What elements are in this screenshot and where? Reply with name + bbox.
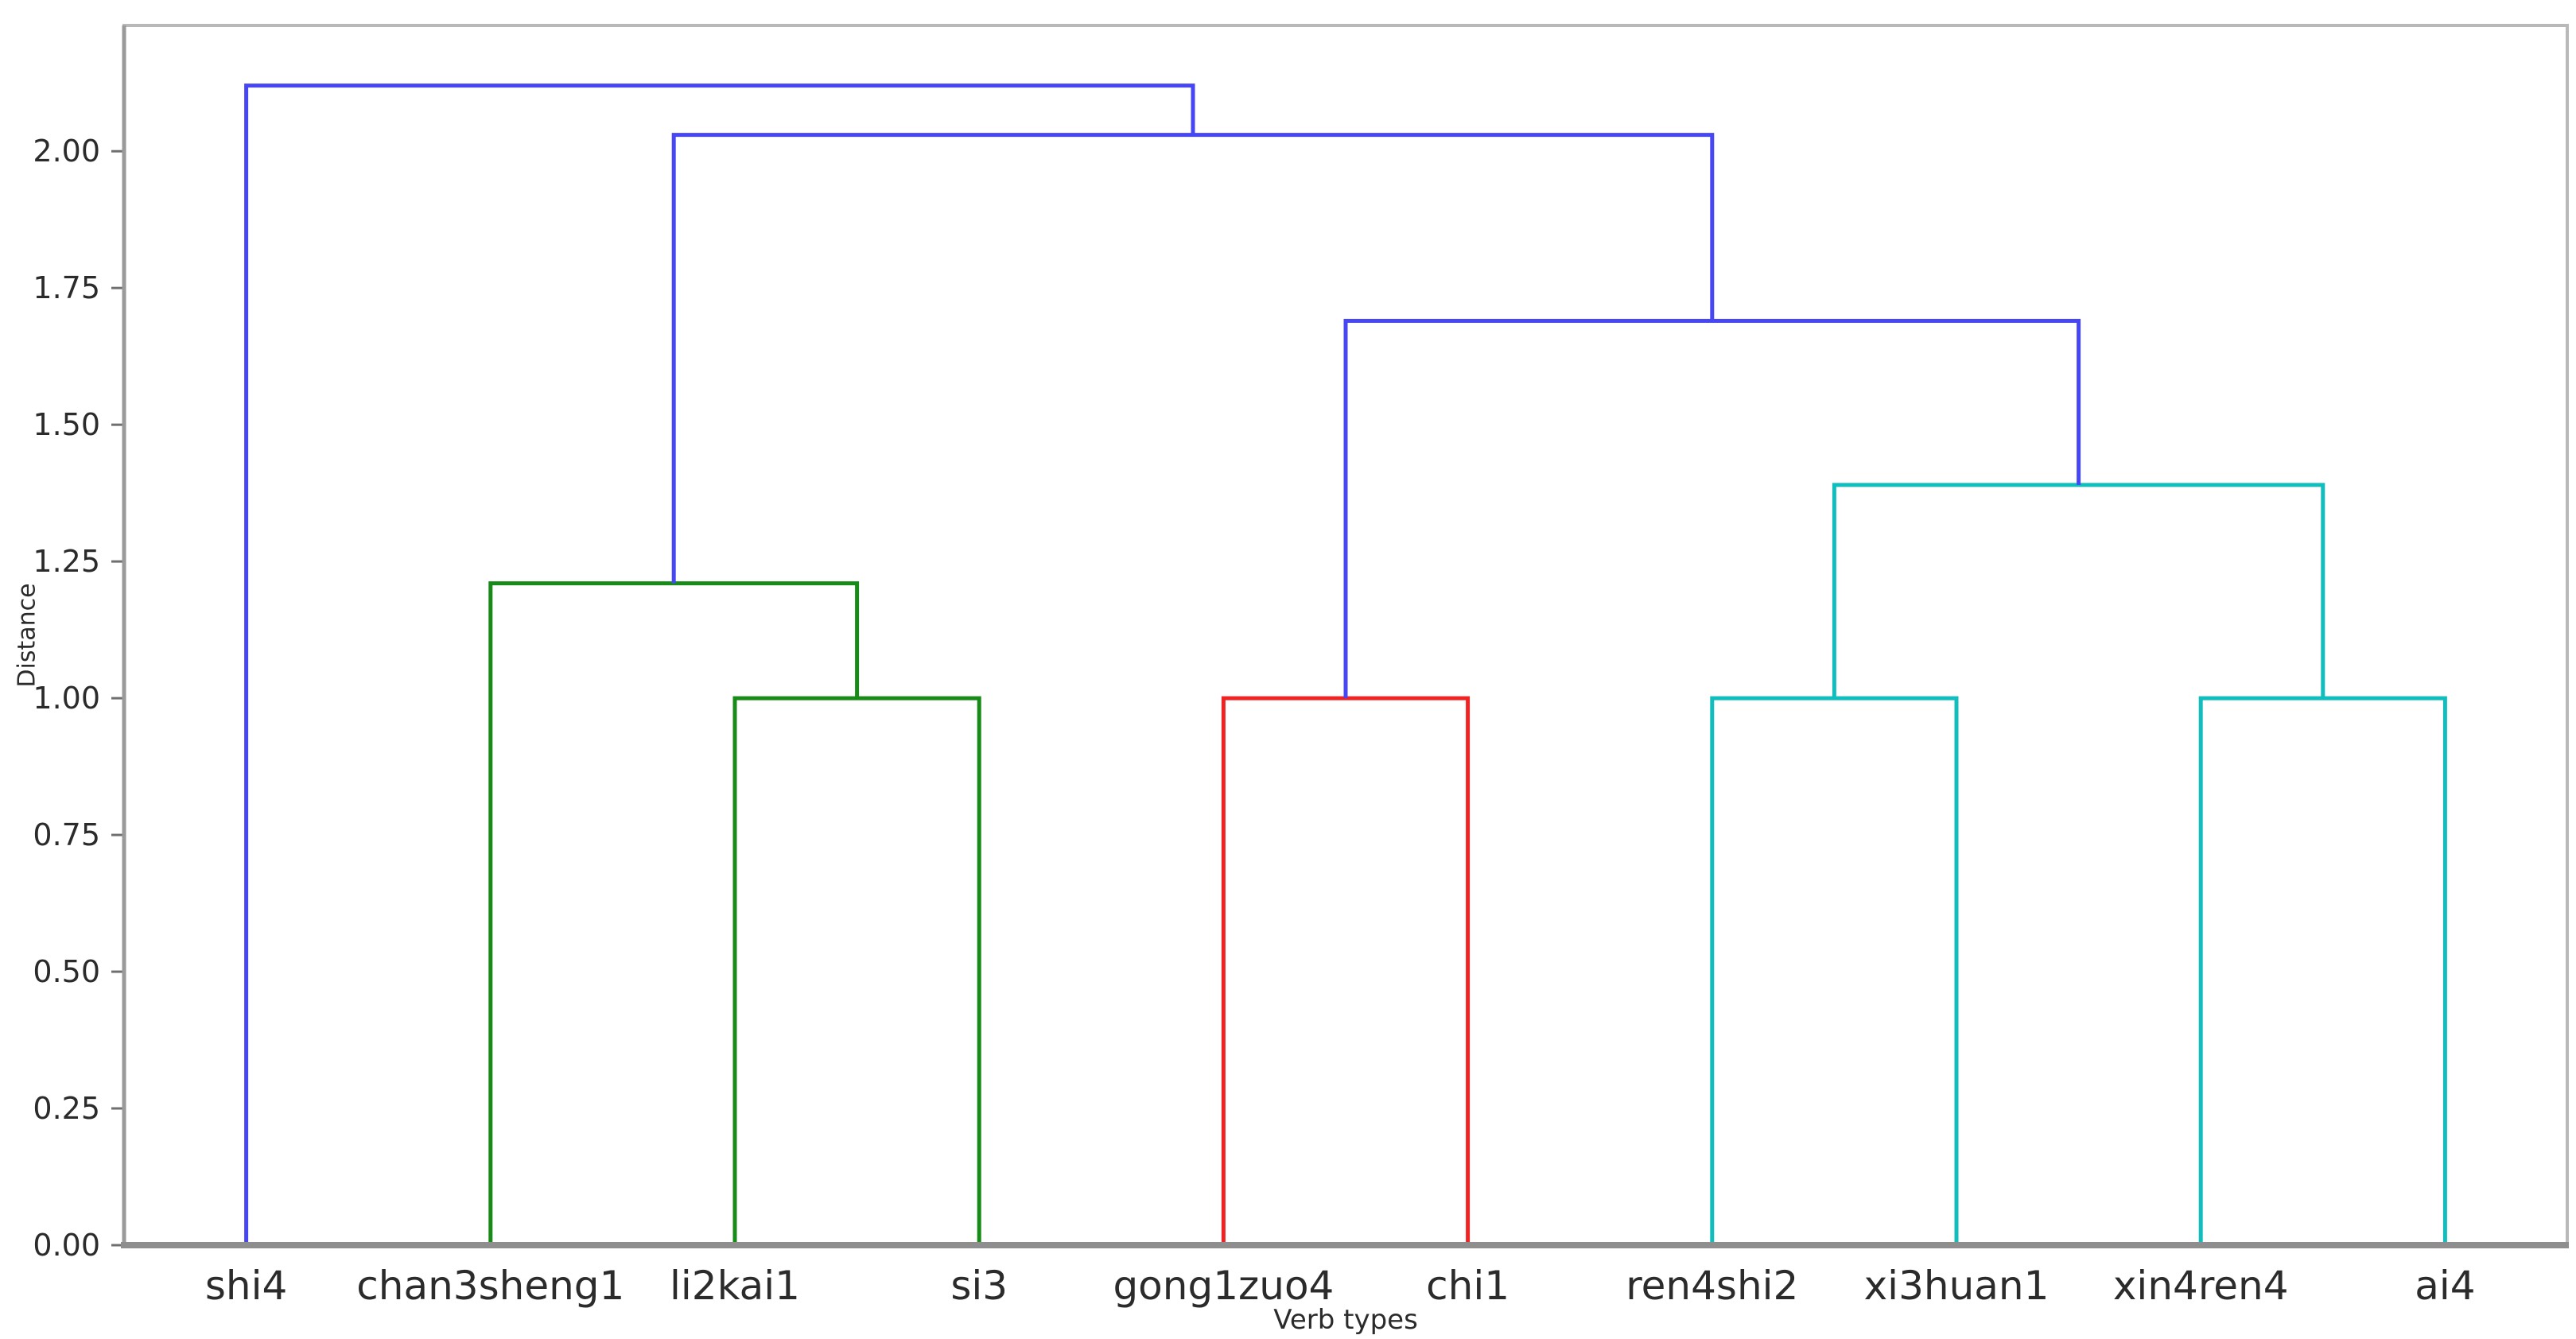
y-tick-label: 0.00: [33, 1228, 100, 1263]
leaf-label: shi4: [205, 1263, 287, 1309]
leaf-label: li2kai1: [670, 1263, 800, 1309]
y-tick-label: 2.00: [33, 134, 100, 169]
y-tick-label: 1.75: [33, 270, 100, 305]
leaf-label: chan3sheng1: [356, 1263, 624, 1309]
dendrogram-link: [1832, 483, 2325, 699]
leaf-label: gong1zuo4: [1113, 1263, 1334, 1309]
y-tick-label: 1.00: [33, 681, 100, 716]
dendrogram-link: [1710, 696, 1959, 1245]
y-tick-label: 0.50: [33, 954, 100, 989]
dendrogram-link: [1221, 696, 1471, 1245]
leaf-label: ai4: [2415, 1263, 2475, 1309]
dendrogram-link: [2198, 696, 2447, 1245]
leaf-label: si3: [950, 1263, 1008, 1309]
leaf-label: chi1: [1426, 1263, 1509, 1309]
leaf-label: xin4ren4: [2113, 1263, 2289, 1309]
leaf-label: xi3huan1: [1864, 1263, 2050, 1309]
y-tick-label: 1.50: [33, 407, 100, 442]
dendrogram-link: [244, 83, 1195, 1245]
leaf-label: ren4shi2: [1626, 1263, 1798, 1309]
y-tick-label: 1.25: [33, 544, 100, 579]
x-axis-label: Verb types: [1273, 1304, 1418, 1336]
y-axis-label: Distance: [13, 583, 41, 688]
y-tick-label: 0.75: [33, 817, 100, 852]
dendrogram-link: [1343, 318, 2081, 699]
dendrogram-link: [732, 696, 981, 1245]
y-tick-label: 0.25: [33, 1091, 100, 1126]
